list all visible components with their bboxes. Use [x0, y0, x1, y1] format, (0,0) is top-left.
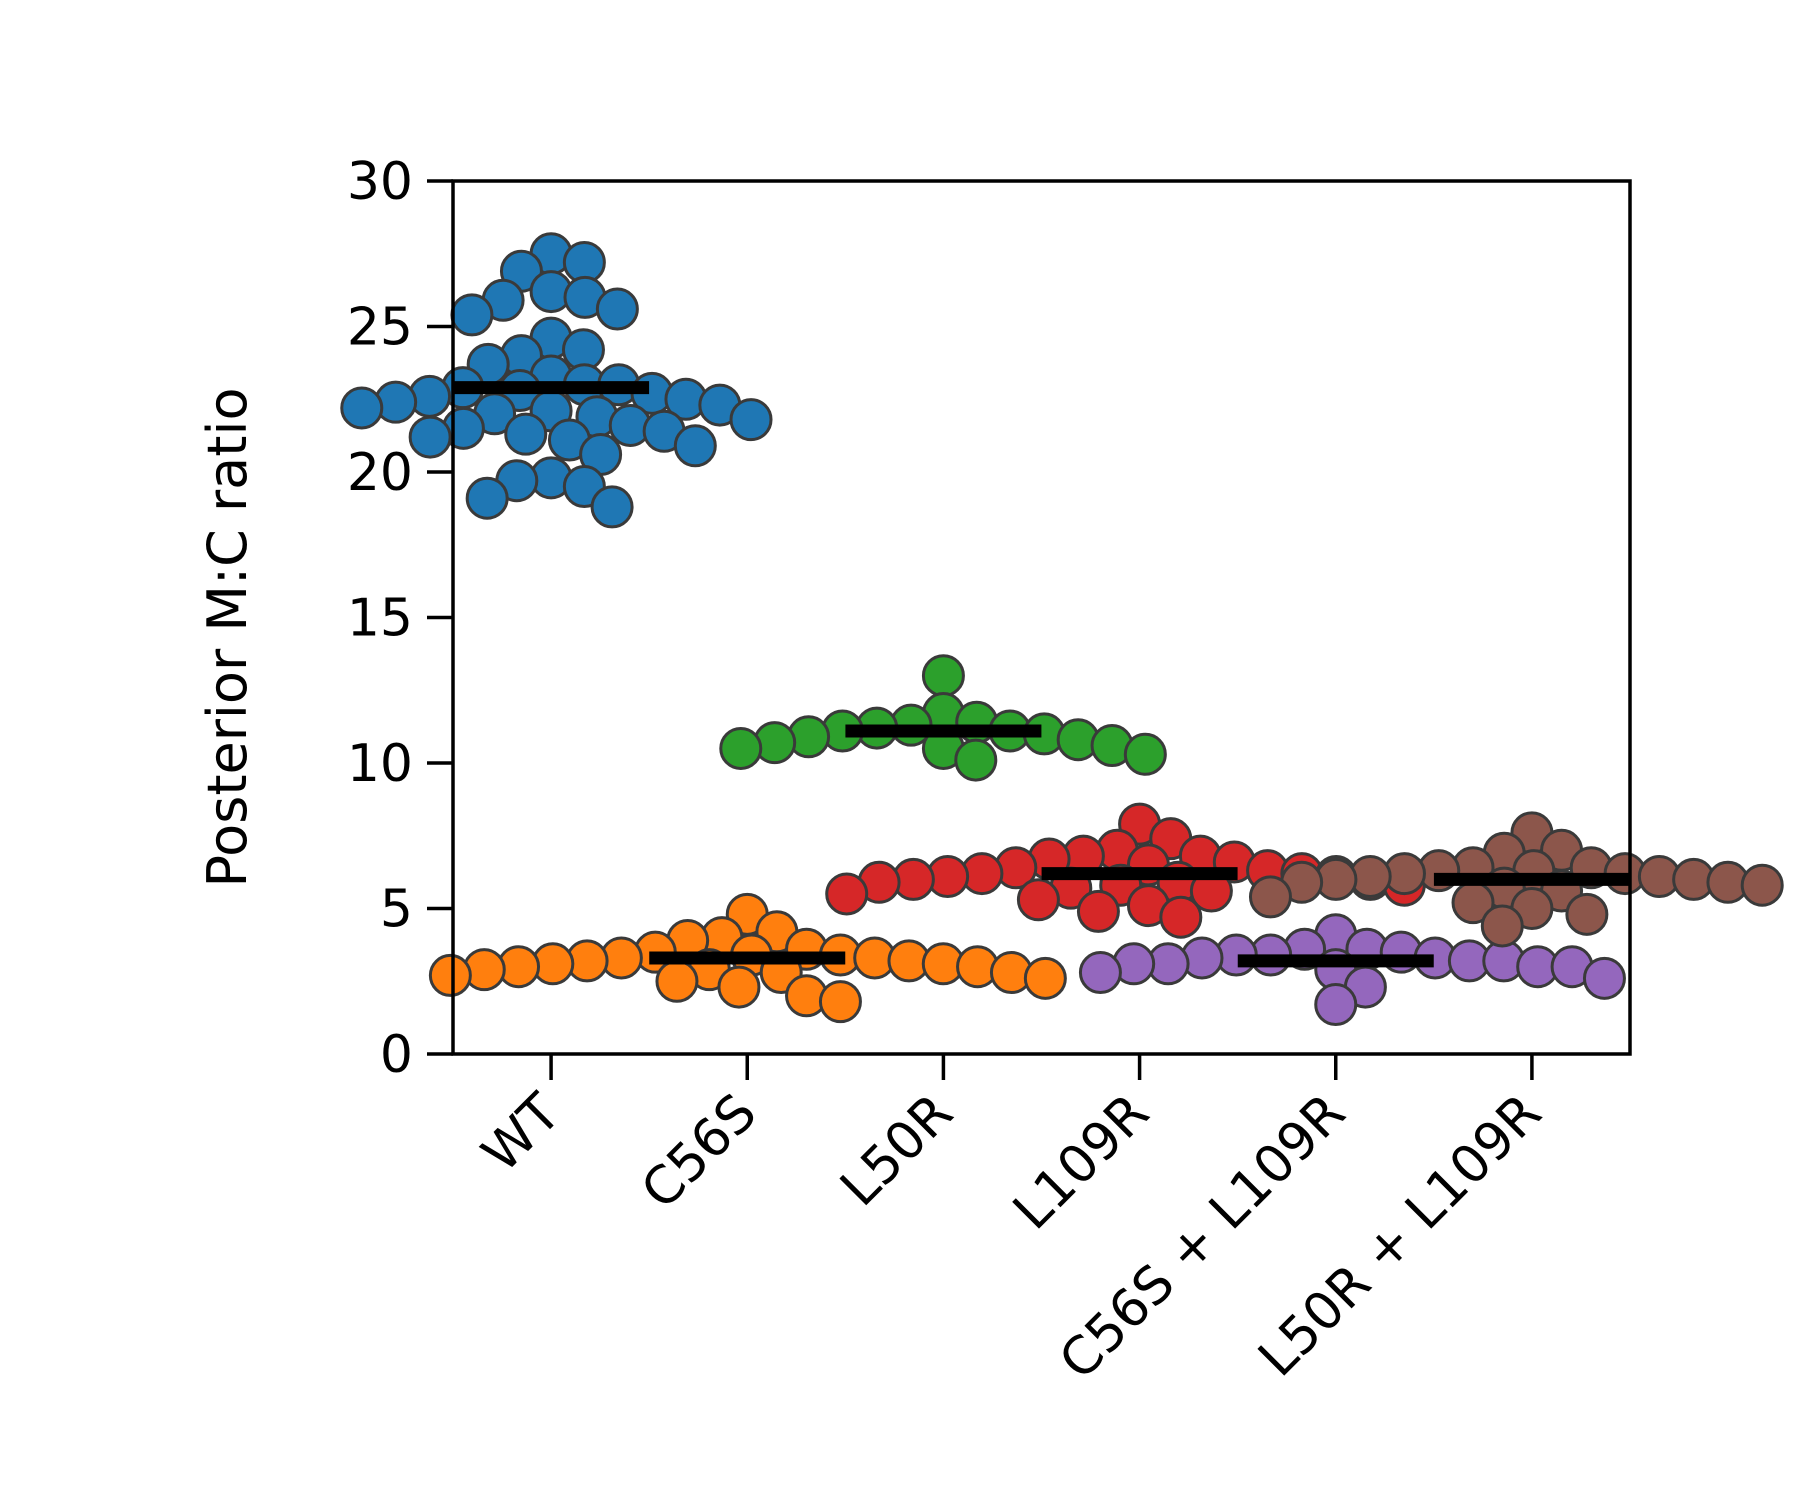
y-tick-label: 15 — [347, 589, 413, 649]
data-point — [673, 424, 717, 468]
data-point — [1565, 892, 1609, 936]
data-point — [340, 386, 384, 430]
y-axis-label: Posterior M:C ratio — [196, 388, 259, 888]
y-tick-label: 5 — [380, 880, 413, 940]
data-point — [1740, 863, 1784, 907]
data-point — [818, 980, 862, 1024]
data-point — [1078, 951, 1122, 995]
data-point — [729, 398, 773, 442]
data-point — [1248, 875, 1292, 919]
data-point — [921, 654, 965, 698]
data-point — [1582, 956, 1626, 1000]
data-point — [719, 726, 763, 770]
data-point — [1023, 956, 1067, 1000]
data-point — [954, 738, 998, 782]
y-tick-label: 0 — [380, 1025, 413, 1085]
x-tick-label: C56S — [630, 1083, 768, 1221]
data-point — [1123, 732, 1167, 776]
y-axis: 0 5 10 15 20 25 30 — [347, 152, 453, 1085]
y-tick-label: 10 — [347, 734, 413, 794]
y-tick-label: 20 — [347, 443, 413, 503]
x-tick-label: L50R — [829, 1083, 964, 1218]
data-point — [590, 485, 634, 529]
data-point — [504, 412, 548, 456]
data-point — [825, 872, 869, 916]
points-layer — [340, 232, 1784, 1027]
data-point — [408, 415, 452, 459]
data-point — [1159, 895, 1203, 939]
data-point — [655, 959, 699, 1003]
median-layer — [453, 381, 1630, 968]
data-point — [1016, 878, 1060, 922]
data-point — [595, 287, 639, 331]
data-point — [1076, 889, 1120, 933]
data-point — [1480, 904, 1524, 948]
data-point — [428, 953, 472, 997]
data-point — [465, 476, 509, 520]
x-tick-label: WT — [471, 1083, 572, 1184]
y-tick-label: 25 — [347, 298, 413, 358]
x-tick-label: L109R — [1002, 1083, 1161, 1242]
data-point — [717, 965, 761, 1009]
y-tick-label: 30 — [347, 152, 413, 212]
data-point — [450, 293, 494, 337]
data-point — [1314, 983, 1358, 1027]
